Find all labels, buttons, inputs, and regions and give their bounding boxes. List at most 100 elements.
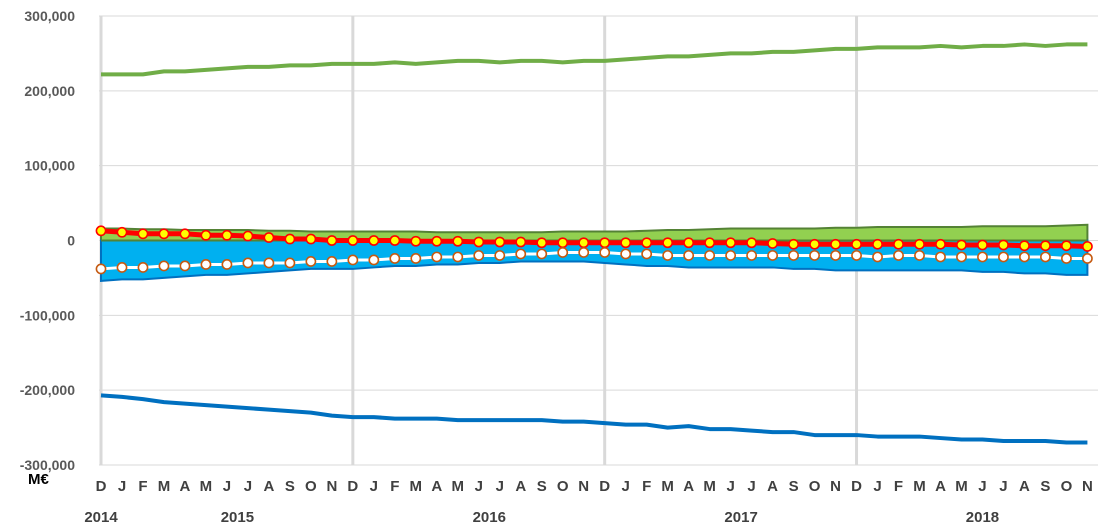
red-series-marker xyxy=(662,237,674,249)
x-month-label: J xyxy=(118,478,126,495)
white-series-marker xyxy=(662,250,674,261)
white-series-marker xyxy=(158,260,170,272)
x-month-label: J xyxy=(370,478,378,495)
white-series-marker xyxy=(935,251,946,263)
x-month-label: J xyxy=(496,478,504,495)
red-series-marker xyxy=(347,235,359,246)
x-year-label: 2018 xyxy=(966,509,999,526)
x-month-label: J xyxy=(622,478,630,495)
x-month-label: D xyxy=(599,478,610,495)
white-series-marker xyxy=(851,250,862,261)
white-series-marker xyxy=(977,251,988,263)
white-series-marker xyxy=(263,257,275,269)
red-series-marker xyxy=(830,238,841,250)
white-series-marker xyxy=(347,254,359,266)
red-series-marker xyxy=(158,228,170,240)
white-series-marker xyxy=(452,251,464,263)
white-series-marker xyxy=(389,253,401,264)
x-month-label: A xyxy=(683,478,694,495)
white-series-marker xyxy=(95,263,107,275)
white-series-marker xyxy=(1040,251,1051,263)
red-series-marker xyxy=(998,239,1009,251)
x-month-label: M xyxy=(200,478,213,495)
white-series-marker xyxy=(431,251,443,263)
white-series-marker xyxy=(788,250,799,261)
red-series-marker xyxy=(452,235,464,247)
white-series-marker xyxy=(872,251,883,263)
white-series-marker xyxy=(914,250,925,261)
red-series-marker xyxy=(1040,240,1051,252)
red-series-marker xyxy=(851,238,862,250)
x-month-label: M xyxy=(913,478,926,495)
red-series-marker xyxy=(116,226,128,238)
white-series-marker xyxy=(242,257,254,269)
white-series-marker xyxy=(1061,253,1072,264)
white-series-marker xyxy=(284,257,296,269)
white-series-marker xyxy=(599,247,611,258)
white-series-marker xyxy=(998,251,1009,263)
x-month-label: A xyxy=(1019,478,1030,495)
red-series-marker xyxy=(557,237,569,249)
x-month-label: S xyxy=(285,478,295,495)
white-series-marker xyxy=(137,262,149,273)
x-month-label: D xyxy=(851,478,862,495)
red-series-marker xyxy=(1061,240,1072,252)
x-month-label: M xyxy=(661,478,674,495)
white-series-marker xyxy=(494,250,506,261)
x-month-label: M xyxy=(410,478,423,495)
red-series-marker xyxy=(473,236,485,248)
red-series-marker xyxy=(809,238,820,250)
red-series-marker xyxy=(704,237,716,249)
area-series xyxy=(100,223,1089,282)
red-series-marker xyxy=(578,237,590,249)
red-series-marker xyxy=(179,228,191,240)
x-month-label: J xyxy=(999,478,1007,495)
x-month-label: J xyxy=(244,478,252,495)
white-series-marker xyxy=(515,248,527,260)
y-tick-label: -100,000 xyxy=(20,307,75,323)
red-series-marker xyxy=(284,233,296,245)
x-axis-year-labels: 2014 2015 2016 2017 2018 xyxy=(84,509,999,526)
white-series-marker xyxy=(536,248,548,260)
x-month-label: F xyxy=(894,478,903,495)
green-area-series xyxy=(100,223,1089,242)
white-series-marker xyxy=(809,250,820,261)
white-series-marker xyxy=(326,256,338,267)
x-month-label: O xyxy=(557,478,569,495)
x-month-label: A xyxy=(935,478,946,495)
x-month-label: D xyxy=(347,478,358,495)
red-series-marker xyxy=(431,235,443,247)
red-series-marker xyxy=(935,238,946,250)
x-month-label: O xyxy=(809,478,821,495)
x-month-label: N xyxy=(326,478,337,495)
x-month-label: D xyxy=(96,478,107,495)
x-month-label: J xyxy=(475,478,483,495)
x-month-label: S xyxy=(789,478,799,495)
x-month-label: J xyxy=(978,478,986,495)
red-series-marker xyxy=(326,235,338,246)
x-month-label: O xyxy=(305,478,317,495)
red-series-marker xyxy=(620,237,632,249)
red-series-marker xyxy=(977,239,988,251)
white-series-marker xyxy=(725,250,737,261)
red-series-marker xyxy=(137,228,149,240)
white-series-marker xyxy=(1019,251,1030,263)
unit-label: M€ xyxy=(28,471,49,488)
y-tick-label: 300,000 xyxy=(24,8,75,24)
red-series-marker xyxy=(536,237,548,249)
white-series-marker xyxy=(620,248,632,260)
white-series-marker xyxy=(200,259,212,270)
y-tick-label: 0 xyxy=(67,233,75,249)
red-series-marker xyxy=(914,238,925,250)
x-month-label: J xyxy=(726,478,734,495)
red-series-marker xyxy=(494,236,506,248)
red-series-marker xyxy=(1082,241,1093,252)
x-month-label: S xyxy=(537,478,547,495)
red-series-marker xyxy=(305,233,317,245)
white-series-marker xyxy=(116,262,128,273)
red-series-marker xyxy=(242,230,254,242)
x-month-label: N xyxy=(578,478,589,495)
red-series-marker xyxy=(263,232,275,243)
